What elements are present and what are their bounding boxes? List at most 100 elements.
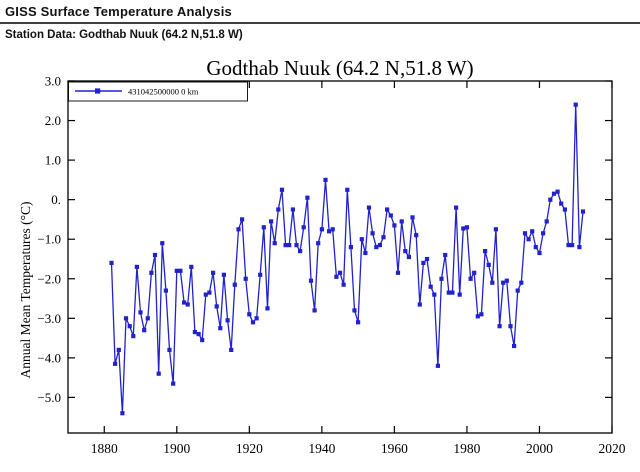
data-point-marker [113,361,118,366]
data-point-marker [559,201,564,206]
data-point-marker [334,274,339,279]
legend: 431042500000 0 km [68,81,248,102]
data-point-marker [236,227,241,232]
legend-box [68,81,248,102]
y-tick-label: 0. [51,192,61,207]
data-point-marker [573,102,578,107]
data-point-marker [537,250,542,256]
data-point-marker [570,243,575,248]
x-tick-label: 1900 [163,441,190,456]
data-point-marker [443,252,448,258]
y-tick-label: −1.0 [37,232,61,247]
legend-label: 431042500000 0 km [128,87,199,97]
header-rule [0,22,640,24]
data-point-marker [243,276,248,281]
legend-marker-sample [95,88,101,94]
data-point-marker [149,270,154,275]
plot-frame [67,80,613,434]
data-point-marker [240,217,245,222]
data-point-marker [127,324,132,329]
y-tick-label: −2.0 [37,271,61,286]
data-point-marker [312,308,317,313]
data-point-marker [218,326,223,331]
data-point-marker [446,290,451,295]
x-tick-label: 1880 [91,441,118,456]
data-point-marker [174,268,179,273]
data-point-marker [337,270,343,275]
x-axis: 1880 1900 1920 1940 1960 1980 2000 2020 [91,81,626,456]
data-point-marker [232,282,237,287]
data-point-marker [580,209,586,214]
data-point-marker [250,320,256,325]
data-point-marker [167,347,172,352]
station-subtitle: Station Data: Godthab Nuuk (64.2 N,51.8 … [5,29,243,41]
data-point-marker [388,213,393,218]
data-point-marker [156,371,161,376]
data-point-marker [229,347,234,352]
data-point-marker [279,187,285,192]
data-point-marker [163,288,168,293]
data-point-marker [508,324,513,329]
data-point-marker [490,280,495,285]
data-point-marker [276,207,281,212]
data-point-marker [464,225,469,230]
data-point-marker [116,347,121,352]
data-point-marker [428,284,433,289]
data-point-marker [225,318,230,323]
data-point-marker [171,381,176,386]
data-point-marker [120,411,125,416]
data-point-marker [381,235,386,240]
data-point-marker [566,243,571,248]
data-point-marker [152,252,158,258]
data-point-marker [461,226,466,231]
data-point-marker [272,241,277,246]
data-point-marker [319,227,324,232]
data-point-marker [479,312,484,317]
data-point-marker [497,324,502,329]
data-point-marker [359,237,364,242]
data-point-marker [526,237,531,242]
data-point-marker [207,290,212,295]
x-tick-label: 1920 [236,441,263,456]
data-point-marker [366,205,372,210]
data-point-marker [515,288,520,293]
data-point-marker [200,338,205,343]
data-point-marker [160,241,165,246]
data-point-marker [374,245,379,250]
data-point-marker [185,302,190,307]
data-point-marker [519,280,524,285]
data-point-marker [290,207,295,212]
data-point-marker [265,306,270,311]
data-point-marker [305,195,310,200]
data-point-marker [345,187,350,192]
data-point-marker [541,231,546,236]
chart-title: Godthab Nuuk (64.2 N,51.8 W) [206,56,473,80]
data-point-marker [298,249,303,254]
data-point-marker [450,290,455,295]
x-tick-label: 1980 [453,441,480,456]
data-point-marker [417,302,422,307]
data-point-marker [475,314,480,319]
data-point-marker [457,292,462,297]
x-tick-label: 2000 [526,441,553,456]
data-point-marker [261,225,266,230]
y-tick-label: −4.0 [37,350,61,365]
data-point-marker [551,191,557,196]
data-point-marker [468,276,473,281]
data-point-marker [192,330,197,335]
data-point-marker [131,334,136,339]
data-point-marker [287,243,292,248]
data-point-marker [352,308,357,313]
data-point-marker [258,272,263,277]
data-point-marker [182,300,187,305]
data-point-marker [221,272,226,277]
data-point-marker [385,207,390,212]
data-point-marker [399,219,404,224]
data-point-marker [142,328,147,333]
data-point-marker [138,310,143,315]
data-point-marker [341,282,346,287]
y-axis-title: Annual Mean Temperatures (°C) [18,201,33,378]
data-point-marker [363,250,368,256]
data-point-marker [577,245,582,250]
